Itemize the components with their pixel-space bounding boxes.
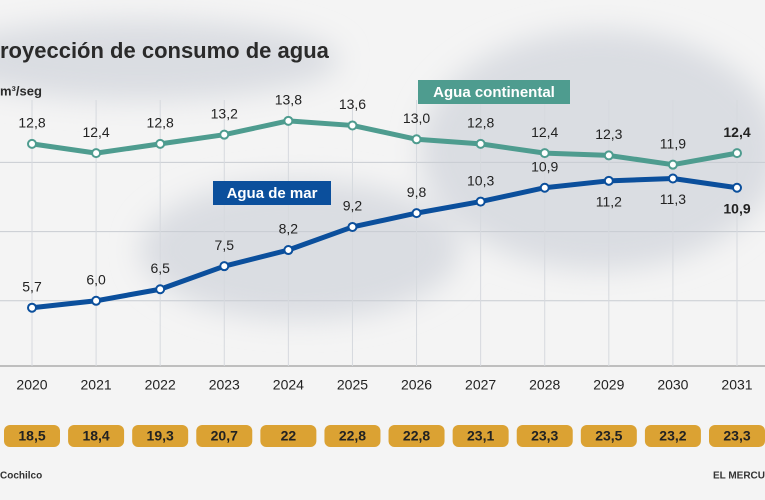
value-label: 13,0 bbox=[403, 110, 430, 126]
total-label: 23,2 bbox=[659, 428, 686, 444]
point bbox=[283, 115, 294, 126]
x-tick-label: 2031 bbox=[721, 377, 752, 393]
series-line bbox=[31, 118, 738, 168]
point bbox=[667, 173, 678, 184]
value-label: 6,0 bbox=[86, 271, 106, 287]
value-label: 11,3 bbox=[660, 191, 686, 207]
total-pill bbox=[324, 425, 381, 447]
value-label: 12,8 bbox=[147, 115, 174, 131]
x-tick-label: 2020 bbox=[16, 377, 47, 393]
value-label: 13,2 bbox=[211, 105, 238, 121]
x-tick-label: 2029 bbox=[593, 377, 624, 393]
value-label: 8,2 bbox=[279, 221, 299, 237]
x-tick-label: 2021 bbox=[81, 377, 112, 393]
legend-label: Agua de mar bbox=[227, 185, 318, 202]
total-pill bbox=[516, 425, 573, 447]
point bbox=[539, 182, 550, 193]
point bbox=[283, 245, 294, 256]
series-line bbox=[31, 176, 738, 311]
value-label: 12,4 bbox=[531, 124, 558, 140]
total-label: 23,5 bbox=[595, 428, 622, 444]
point bbox=[732, 148, 742, 159]
total-pill bbox=[644, 425, 701, 447]
value-label: 13,6 bbox=[339, 96, 366, 112]
value-label: 12,8 bbox=[18, 115, 45, 131]
point bbox=[667, 159, 678, 170]
value-label: 11,9 bbox=[660, 135, 686, 151]
value-label: 10,9 bbox=[531, 158, 558, 174]
total-pill bbox=[388, 425, 445, 447]
total-label: 18,4 bbox=[82, 428, 109, 444]
point bbox=[411, 208, 422, 219]
legend-label: Agua continental bbox=[433, 84, 555, 101]
value-label: 11,2 bbox=[596, 194, 622, 210]
point bbox=[539, 148, 550, 159]
point bbox=[27, 138, 37, 149]
total-label: 22,8 bbox=[403, 428, 430, 444]
legend-box bbox=[418, 80, 570, 104]
point bbox=[475, 138, 486, 149]
value-label: 12,4 bbox=[82, 124, 109, 140]
point bbox=[219, 129, 230, 140]
total-label: 23,3 bbox=[531, 428, 558, 444]
source: Cochilco bbox=[0, 471, 42, 482]
value-label: 7,5 bbox=[215, 237, 235, 253]
point bbox=[603, 150, 614, 161]
point bbox=[347, 120, 358, 131]
legend-box bbox=[213, 181, 331, 205]
point bbox=[411, 134, 422, 145]
total-label: 18,5 bbox=[18, 428, 45, 444]
total-pill bbox=[452, 425, 509, 447]
total-pill bbox=[4, 425, 60, 447]
value-label: 12,3 bbox=[595, 126, 622, 142]
point bbox=[732, 182, 742, 193]
total-pill bbox=[132, 425, 189, 447]
x-tick-label: 2025 bbox=[337, 377, 368, 393]
total-pill bbox=[260, 425, 317, 447]
x-tick-label: 2023 bbox=[209, 377, 240, 393]
value-label: 9,8 bbox=[407, 184, 427, 200]
value-label: 10,9 bbox=[723, 200, 750, 216]
total-label: 22 bbox=[281, 428, 297, 444]
point bbox=[219, 261, 230, 272]
point bbox=[27, 302, 37, 313]
point bbox=[347, 221, 358, 232]
x-tick-label: 2026 bbox=[401, 377, 432, 393]
value-label: 6,5 bbox=[150, 260, 170, 276]
total-pill bbox=[709, 425, 765, 447]
value-label: 12,4 bbox=[723, 124, 750, 140]
total-label: 23,1 bbox=[467, 428, 494, 444]
point bbox=[155, 138, 166, 149]
point bbox=[91, 295, 102, 306]
point bbox=[603, 175, 614, 186]
total-label: 23,3 bbox=[723, 428, 750, 444]
point bbox=[475, 196, 486, 207]
total-pill bbox=[196, 425, 253, 447]
value-label: 13,8 bbox=[275, 92, 302, 108]
total-pill bbox=[68, 425, 125, 447]
credit: EL MERCU bbox=[713, 471, 765, 482]
point bbox=[91, 148, 102, 159]
total-label: 20,7 bbox=[211, 428, 238, 444]
value-label: 9,2 bbox=[343, 198, 363, 214]
total-label: 19,3 bbox=[147, 428, 174, 444]
total-pill bbox=[580, 425, 637, 447]
point bbox=[155, 284, 166, 295]
value-label: 5,7 bbox=[22, 278, 42, 294]
x-tick-label: 2024 bbox=[273, 377, 304, 393]
total-label: 22,8 bbox=[339, 428, 366, 444]
y-axis-label: m³/seg bbox=[0, 83, 42, 98]
x-tick-label: 2028 bbox=[529, 377, 560, 393]
x-tick-label: 2027 bbox=[465, 377, 496, 393]
value-label: 10,3 bbox=[467, 172, 494, 188]
value-label: 12,8 bbox=[467, 115, 494, 131]
x-tick-label: 2022 bbox=[145, 377, 176, 393]
chart-title: royección de consumo de agua bbox=[0, 38, 330, 63]
x-tick-label: 2030 bbox=[657, 377, 688, 393]
